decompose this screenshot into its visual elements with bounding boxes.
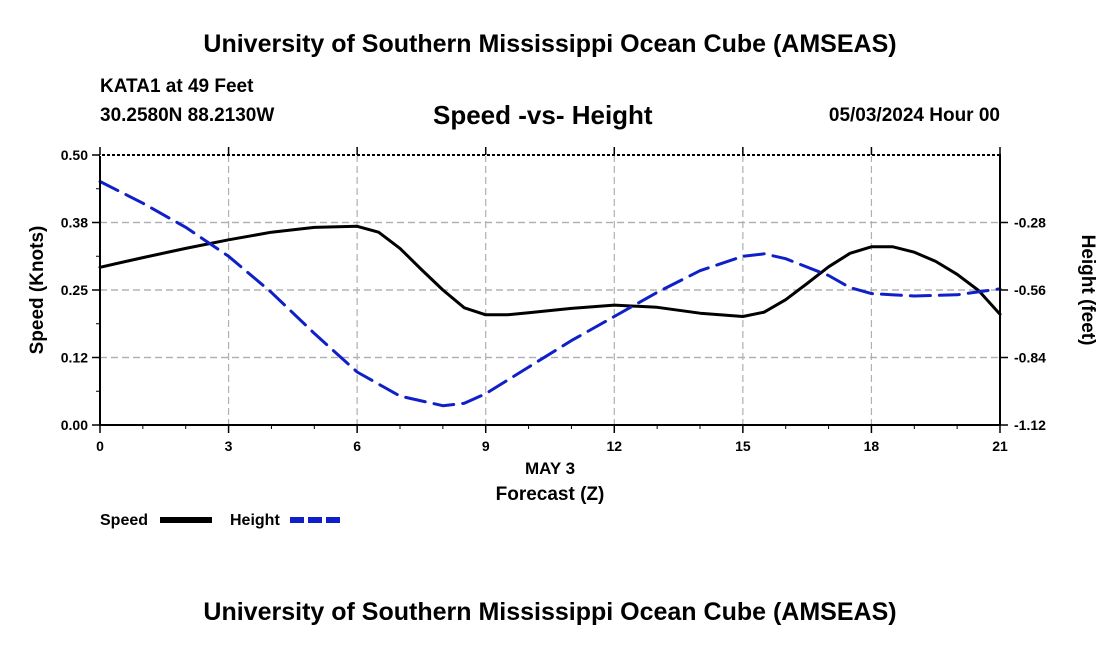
tick-labels: 0 3 6 9 12 15 18 21 0.00 0.12 0.25 0.38 0.50 -0.28 -0.…	[61, 147, 1046, 454]
x-tick-label: 6	[353, 438, 361, 454]
x-tick-label: 18	[864, 438, 880, 454]
y2-tick-label: -0.84	[1014, 350, 1046, 366]
y-axis-label: Speed (Knots)	[27, 226, 48, 355]
x-tick-label: 15	[735, 438, 751, 454]
x-axis-date-label: MAY 3	[525, 459, 575, 478]
legend-speed-label: Speed	[100, 512, 148, 529]
x-axis-label: Forecast (Z)	[496, 484, 605, 505]
y2-tick-label: -0.28	[1014, 215, 1046, 231]
legend-height-label: Height	[230, 512, 280, 529]
chart-grid	[100, 155, 1000, 426]
x-tick-label: 0	[96, 438, 104, 454]
y2-tick-label: -0.56	[1014, 282, 1046, 298]
station-label: KATA1 at 49 Feet	[100, 76, 254, 97]
chart-legend: Speed Height	[100, 512, 342, 529]
y2-axis-label: Height (feet)	[1077, 235, 1098, 346]
y-tick-label: 0.38	[61, 215, 88, 231]
chart-axes	[92, 147, 1008, 433]
x-tick-label: 3	[225, 438, 233, 454]
y-tick-label: 0.12	[61, 350, 88, 366]
x-tick-label: 9	[482, 438, 490, 454]
x-tick-label: 21	[992, 438, 1008, 454]
forecast-datetime: 05/03/2024 Hour 00	[828, 105, 1000, 126]
footer-title: University of Southern Mississippi Ocean…	[203, 598, 897, 626]
series-line-speed	[98, 224, 1002, 318]
chart-title: Speed -vs- Height	[433, 100, 653, 130]
y-tick-label: 0.00	[61, 417, 88, 433]
series-line-height	[98, 180, 1002, 408]
page-title: University of Southern Mississippi Ocean…	[203, 30, 897, 58]
x-tick-label: 12	[606, 438, 622, 454]
chart-series	[98, 180, 1002, 408]
station-coordinates: 30.2580N 88.2130W	[100, 105, 275, 126]
y-tick-label: 0.50	[61, 147, 88, 163]
y-tick-label: 0.25	[61, 282, 88, 298]
y2-tick-label: -1.12	[1014, 417, 1046, 433]
